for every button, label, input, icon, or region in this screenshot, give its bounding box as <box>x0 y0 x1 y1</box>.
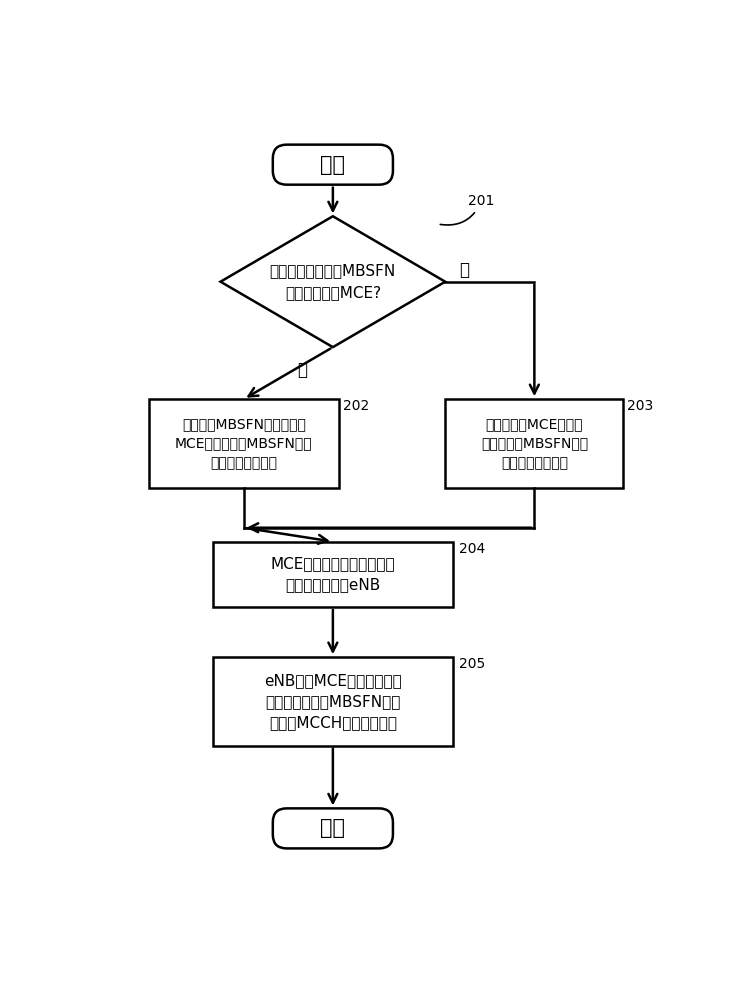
Text: 203: 203 <box>628 399 654 413</box>
Text: 结束: 结束 <box>320 818 345 838</box>
Text: 否: 否 <box>459 261 469 279</box>
Text: eNB根据MCE对无线资源的
划分情况为多个MBSFN区域
对应的MCCH分配无线资源: eNB根据MCE对无线资源的 划分情况为多个MBSFN区域 对应的MCCH分配无… <box>264 673 402 730</box>
FancyBboxPatch shape <box>273 145 393 185</box>
Text: 小区中包括的多个MBSFN
区域属于同一MCE?: 小区中包括的多个MBSFN 区域属于同一MCE? <box>270 263 396 300</box>
Polygon shape <box>221 216 445 347</box>
Text: 205: 205 <box>459 657 485 671</box>
Bar <box>149 399 339 488</box>
Text: 201: 201 <box>440 194 495 225</box>
Text: 开始: 开始 <box>320 155 345 175</box>
Text: MCE将无线资源划分情况发
送给小区所属的eNB: MCE将无线资源划分情况发 送给小区所属的eNB <box>270 556 395 592</box>
Bar <box>213 542 453 607</box>
Bar <box>445 399 623 488</box>
Text: 204: 204 <box>459 542 485 556</box>
Text: 所述不同的MCE通过协
商对相应的MBSFN区域
进行无线资源划分: 所述不同的MCE通过协 商对相应的MBSFN区域 进行无线资源划分 <box>481 417 588 470</box>
Text: 是: 是 <box>297 361 307 379</box>
Text: 202: 202 <box>342 399 369 413</box>
Text: 所述多个MBSFN区域所属的
MCE对所述多个MBSFN区域
进行无线资源划分: 所述多个MBSFN区域所属的 MCE对所述多个MBSFN区域 进行无线资源划分 <box>175 417 313 470</box>
FancyBboxPatch shape <box>273 808 393 848</box>
Bar <box>213 657 453 746</box>
